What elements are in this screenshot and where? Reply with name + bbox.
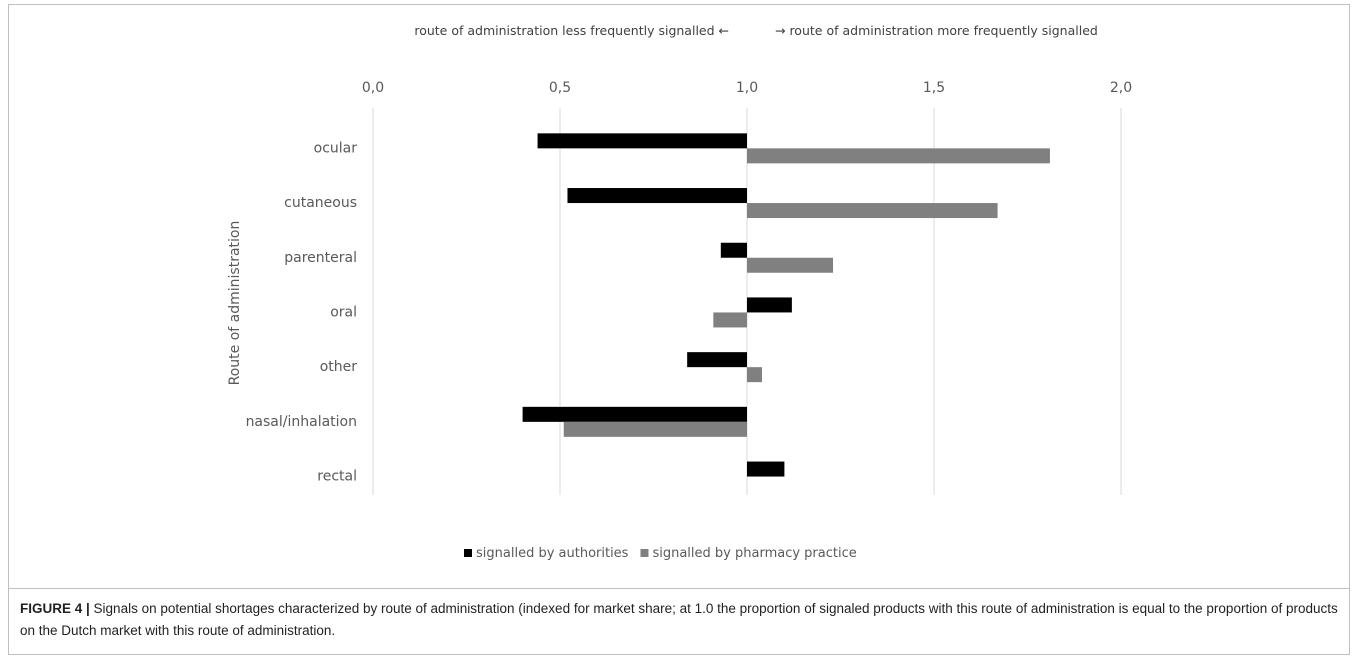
left-header-note: route of administration less frequently … xyxy=(414,23,729,38)
x-tick-labels: 0,0 0,5 1,0 1,5 2,0 xyxy=(362,80,1132,96)
x-tick-label: 2,0 xyxy=(1110,80,1132,96)
bar-pharmacy xyxy=(563,421,747,437)
bar-authorities xyxy=(567,188,747,204)
bars xyxy=(522,133,1050,477)
bar-pharmacy xyxy=(747,367,762,383)
category-label: rectal xyxy=(317,469,357,485)
legend-swatch xyxy=(640,549,649,557)
bar-authorities xyxy=(747,297,792,313)
category-labels: ocular cutaneous parenteral oral other nasal/… xyxy=(246,140,358,484)
chart-area: route of administration less frequently … xyxy=(9,5,1349,589)
legend-label: signalled by pharmacy practice xyxy=(652,546,856,561)
category-label: other xyxy=(320,359,358,375)
bar-authorities xyxy=(522,406,747,422)
category-label: parenteral xyxy=(284,250,357,266)
legend: signalled by authorities signalled by pha… xyxy=(464,546,857,561)
bar-pharmacy xyxy=(747,257,834,273)
right-header-note: → route of administration more frequentl… xyxy=(775,23,1098,38)
category-label: oral xyxy=(330,304,357,320)
category-label: ocular xyxy=(314,140,358,156)
figure-frame: route of administration less frequently … xyxy=(8,4,1350,655)
bar-authorities xyxy=(747,461,785,477)
bar-chart: route of administration less frequently … xyxy=(227,23,1132,561)
category-label: nasal/inhalation xyxy=(246,414,357,430)
x-tick-label: 1,5 xyxy=(923,80,945,96)
bar-pharmacy xyxy=(747,148,1050,164)
legend-swatch xyxy=(464,549,472,557)
figure-caption: FIGURE 4 | Signals on potential shortage… xyxy=(20,598,1340,642)
category-label: cutaneous xyxy=(284,195,357,211)
caption-label: FIGURE 4 | xyxy=(20,601,90,616)
bar-authorities xyxy=(537,133,747,149)
x-tick-label: 0,0 xyxy=(362,80,384,96)
bar-pharmacy xyxy=(747,203,998,219)
x-tick-label: 0,5 xyxy=(549,80,571,96)
bar-pharmacy xyxy=(713,312,747,328)
x-tick-label: 1,0 xyxy=(736,80,758,96)
bar-authorities xyxy=(720,242,747,258)
legend-label: signalled by authorities xyxy=(476,546,629,561)
caption-text: Signals on potential shortages character… xyxy=(20,601,1338,638)
bar-authorities xyxy=(687,352,747,368)
y-axis-title: Route of administration xyxy=(227,221,243,386)
